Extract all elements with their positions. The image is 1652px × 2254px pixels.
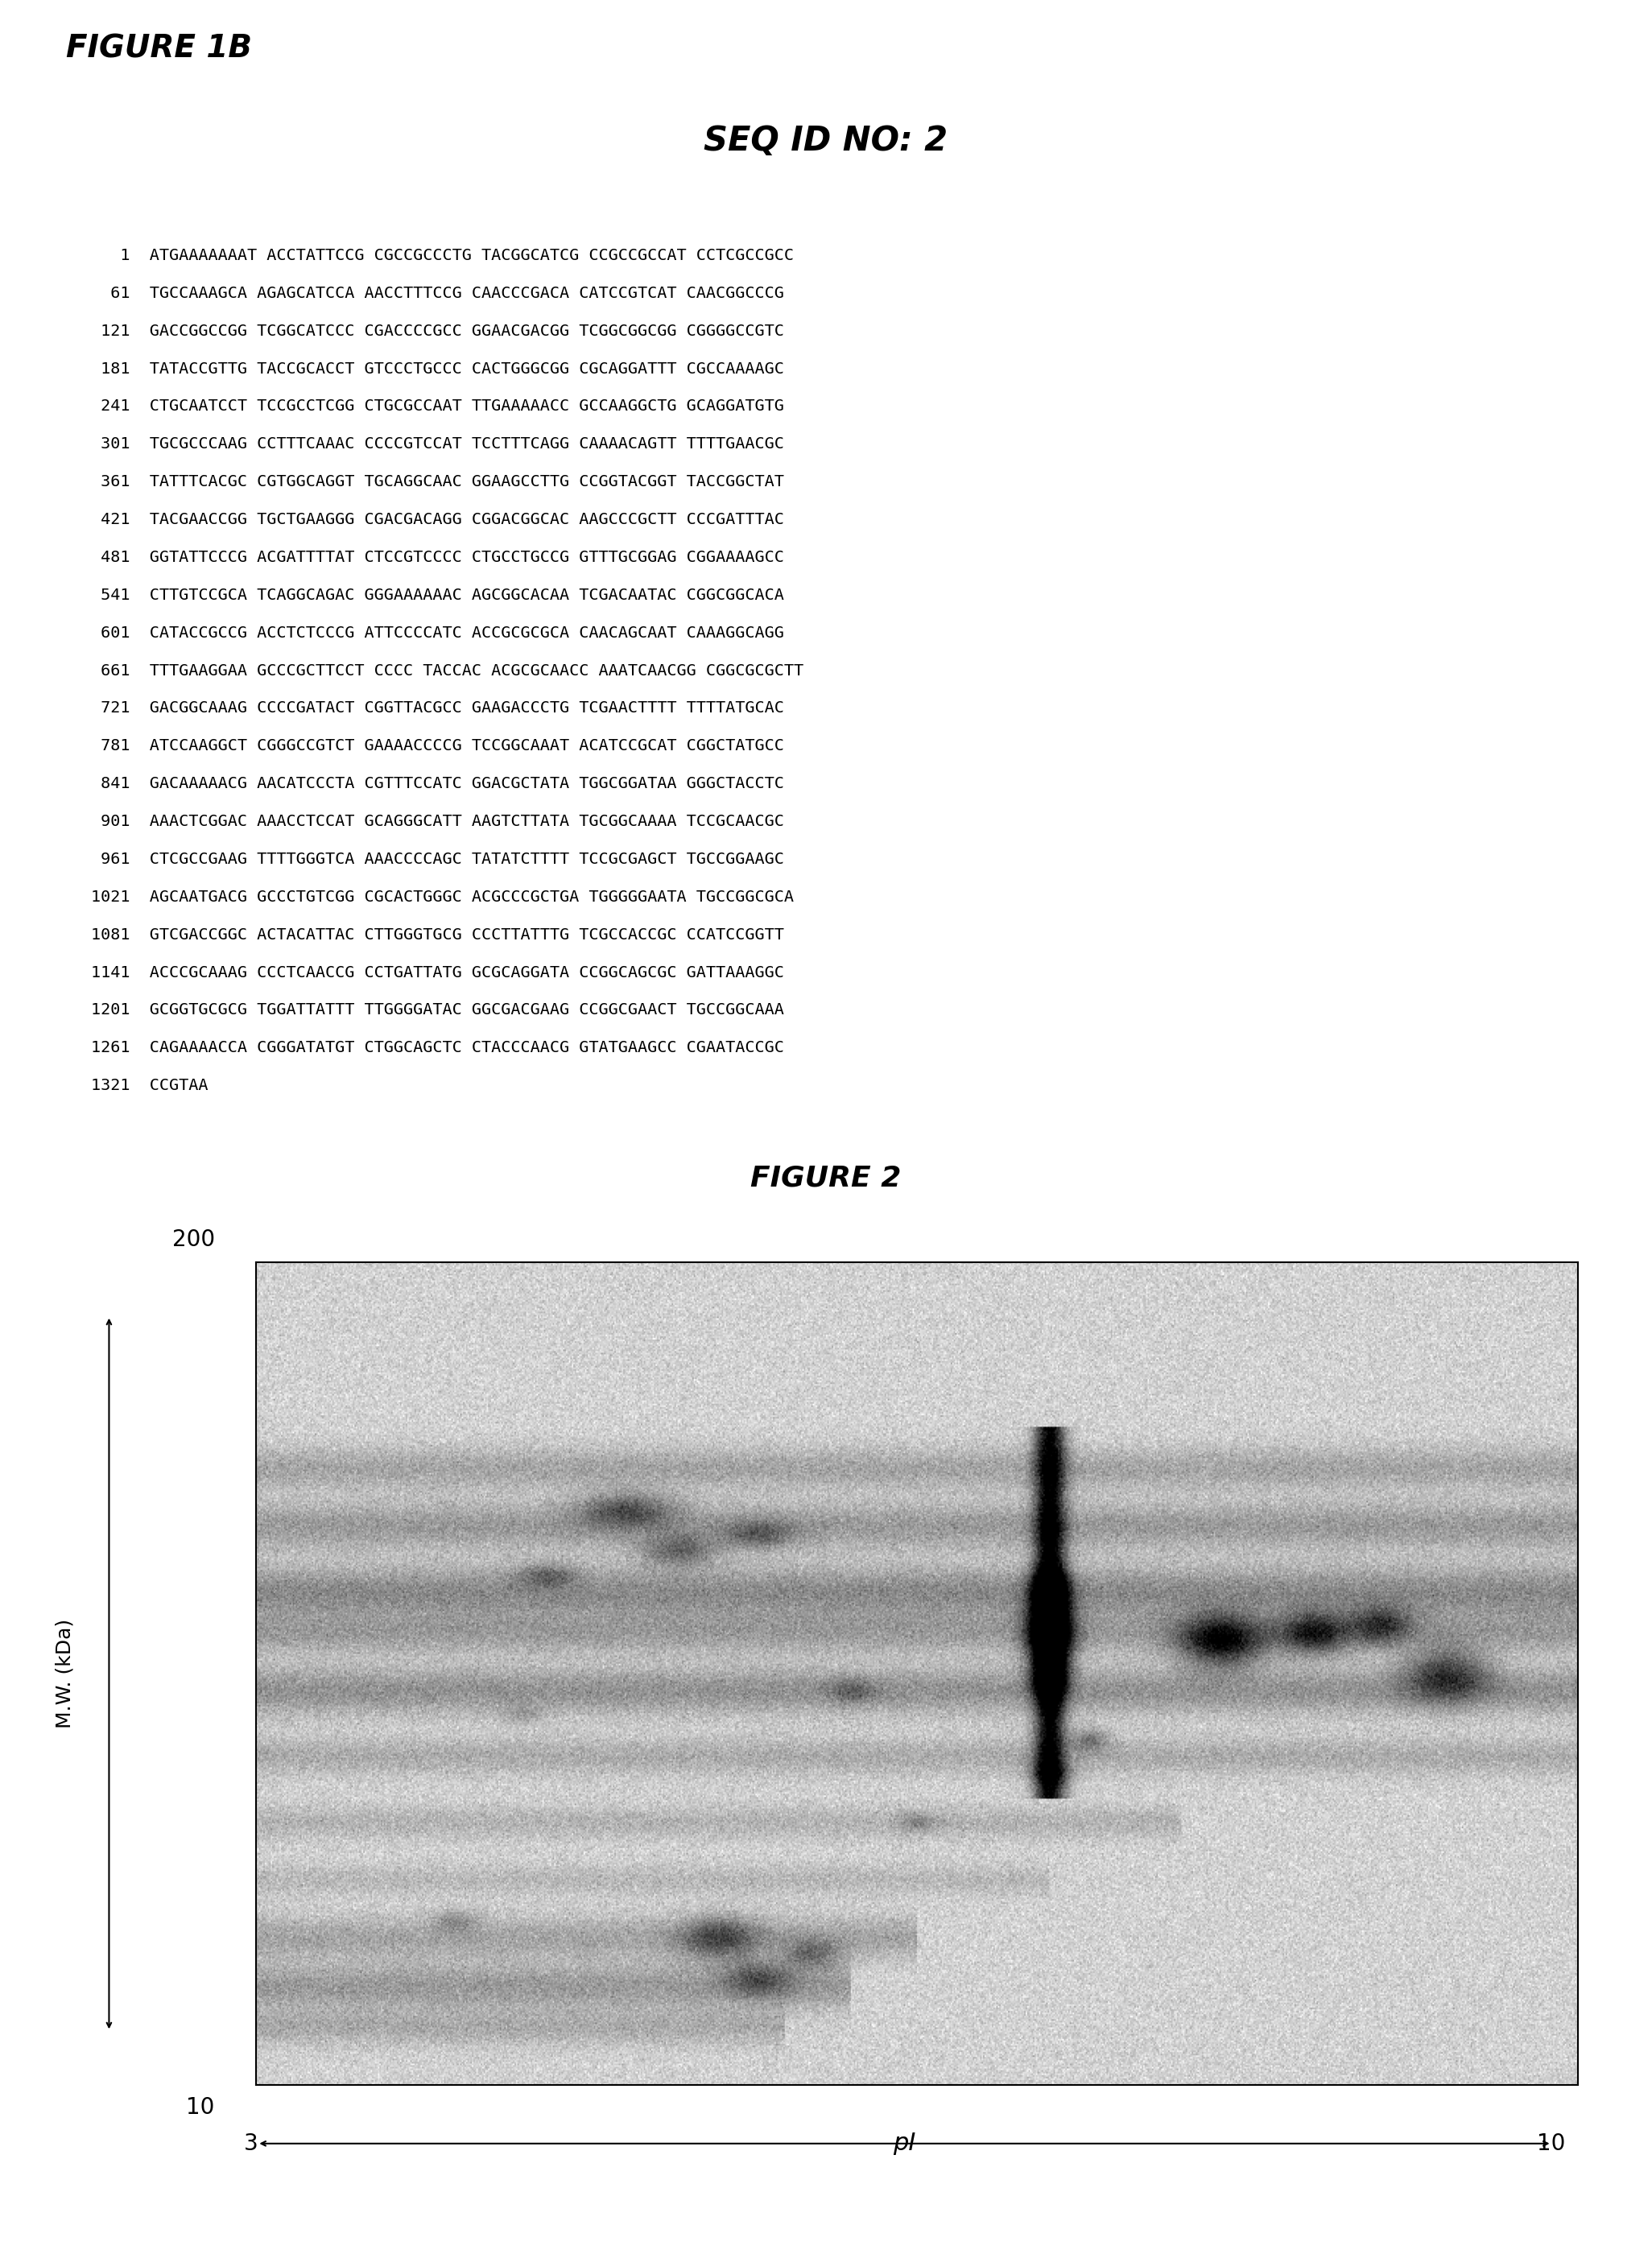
- Text: 901  AAACTCGGAC AAACCTCCAT GCAGGGCATT AAGTCTTATA TGCGGCAAAA TCCGCAACGC: 901 AAACTCGGAC AAACCTCCAT GCAGGGCATT AAG…: [91, 814, 785, 829]
- Text: 661  TTTGAAGGAA GCCCGCTTCCT CCCC TACCAC ACGCGCAACC AAATCAACGG CGGCGCGCTT: 661 TTTGAAGGAA GCCCGCTTCCT CCCC TACCAC A…: [91, 663, 803, 678]
- Text: 721  GACGGCAAAG CCCCGATACT CGGTTACGCC GAAGACCCTG TCGAACTTTT TTTTATGCAC: 721 GACGGCAAAG CCCCGATACT CGGTTACGCC GAA…: [91, 701, 785, 717]
- Text: 781  ATCCAAGGCT CGGGCCGTCT GAAAACCCCG TCCGGCAAAT ACATCCGCAT CGGCTATGCC: 781 ATCCAAGGCT CGGGCCGTCT GAAAACCCCG TCC…: [91, 739, 785, 753]
- Text: 1081  GTCGACCGGC ACTACATTAC CTTGGGTGCG CCCTTATTTG TCGCCACCGC CCATCCGGTT: 1081 GTCGACCGGC ACTACATTAC CTTGGGTGCG CC…: [91, 926, 785, 942]
- Text: FIGURE 1B: FIGURE 1B: [66, 34, 253, 65]
- Text: 121  GACCGGCCGG TCGGCATCCC CGACCCCGCC GGAACGACGG TCGGCGGCGG CGGGGCCGTC: 121 GACCGGCCGG TCGGCATCCC CGACCCCGCC GGA…: [91, 322, 785, 338]
- Text: 200: 200: [172, 1228, 215, 1251]
- Text: 481  GGTATTCCCG ACGATTTTAT CTCCGTCCCC CTGCCTGCCG GTTTGCGGAG CGGAAAAGCC: 481 GGTATTCCCG ACGATTTTAT CTCCGTCCCC CTG…: [91, 550, 785, 566]
- Text: FIGURE 2: FIGURE 2: [750, 1163, 902, 1192]
- Text: 1261  CAGAAAACCA CGGGATATGT CTGGCAGCTC CTACCCAACG GTATGAAGCC CGAATACCGC: 1261 CAGAAAACCA CGGGATATGT CTGGCAGCTC CT…: [91, 1041, 785, 1055]
- Text: 1  ATGAAAAAAAT ACCTATTCCG CGCCGCCCTG TACGGCATCG CCGCCGCCAT CCTCGCCGCC: 1 ATGAAAAAAAT ACCTATTCCG CGCCGCCCTG TACG…: [91, 248, 793, 264]
- Text: 961  CTCGCCGAAG TTTTGGGTCA AAACCCCAGC TATATCTTTT TCCGCGAGCT TGCCGGAAGC: 961 CTCGCCGAAG TTTTGGGTCA AAACCCCAGC TAT…: [91, 852, 785, 868]
- Text: 421  TACGAACCGG TGCTGAAGGG CGACGACAGG CGGACGGCAC AAGCCCGCTT CCCGATTTAC: 421 TACGAACCGG TGCTGAAGGG CGACGACAGG CGG…: [91, 512, 785, 527]
- Text: M.W. (kDa): M.W. (kDa): [55, 1618, 74, 1729]
- Text: 3: 3: [243, 2132, 258, 2155]
- Text: 241  CTGCAATCCT TCCGCCTCGG CTGCGCCAAT TTGAAAAACC GCCAAGGCTG GCAGGATGTG: 241 CTGCAATCCT TCCGCCTCGG CTGCGCCAAT TTG…: [91, 399, 785, 415]
- Text: 361  TATTTCACGC CGTGGCAGGT TGCAGGCAAC GGAAGCCTTG CCGGTACGGT TACCGGCTAT: 361 TATTTCACGC CGTGGCAGGT TGCAGGCAAC GGA…: [91, 473, 785, 489]
- Text: 1141  ACCCGCAAAG CCCTCAACCG CCTGATTATG GCGCAGGATA CCGGCAGCGC GATTAAAGGC: 1141 ACCCGCAAAG CCCTCAACCG CCTGATTATG GC…: [91, 965, 785, 980]
- Text: 61  TGCCAAAGCA AGAGCATCCA AACCTTTCCG CAACCCGACA CATCCGTCAT CAACGGCCCG: 61 TGCCAAAGCA AGAGCATCCA AACCTTTCCG CAAC…: [91, 286, 785, 302]
- Text: 601  CATACCGCCG ACCTCTCCCG ATTCCCCATC ACCGCGCGCA CAACAGCAAT CAAAGGCAGG: 601 CATACCGCCG ACCTCTCCCG ATTCCCCATC ACC…: [91, 624, 785, 640]
- Text: 1321  CCGTAA: 1321 CCGTAA: [91, 1077, 208, 1093]
- Text: SEQ ID NO: 2: SEQ ID NO: 2: [704, 124, 948, 158]
- Text: 841  GACAAAAACG AACATCCCTA CGTTTCCATC GGACGCTATA TGGCGGATAA GGGCTACCTC: 841 GACAAAAACG AACATCCCTA CGTTTCCATC GGA…: [91, 775, 785, 791]
- Text: 541  CTTGTCCGCA TCAGGCAGAC GGGAAAAAAC AGCGGCACAA TCGACAATAC CGGCGGCACA: 541 CTTGTCCGCA TCAGGCAGAC GGGAAAAAAC AGC…: [91, 588, 785, 602]
- Text: 1201  GCGGTGCGCG TGGATTATTT TTGGGGATAC GGCGACGAAG CCGGCGAACT TGCCGGCAAA: 1201 GCGGTGCGCG TGGATTATTT TTGGGGATAC GG…: [91, 1003, 785, 1019]
- Text: pI: pI: [894, 2132, 915, 2155]
- Text: 181  TATACCGTTG TACCGCACCT GTCCCTGCCC CACTGGGCGG CGCAGGATTT CGCCAAAAGC: 181 TATACCGTTG TACCGCACCT GTCCCTGCCC CAC…: [91, 361, 785, 376]
- Text: 10: 10: [1536, 2132, 1566, 2155]
- Text: 1021  AGCAATGACG GCCCTGTCGG CGCACTGGGC ACGCCCGCTGA TGGGGGAATA TGCCGGCGCA: 1021 AGCAATGACG GCCCTGTCGG CGCACTGGGC AC…: [91, 890, 793, 904]
- Text: 10: 10: [187, 2096, 215, 2119]
- Text: 301  TGCGCCCAAG CCTTTCAAAC CCCCGTCCAT TCCTTTCAGG CAAAACAGTT TTTTGAACGC: 301 TGCGCCCAAG CCTTTCAAAC CCCCGTCCAT TCC…: [91, 437, 785, 451]
